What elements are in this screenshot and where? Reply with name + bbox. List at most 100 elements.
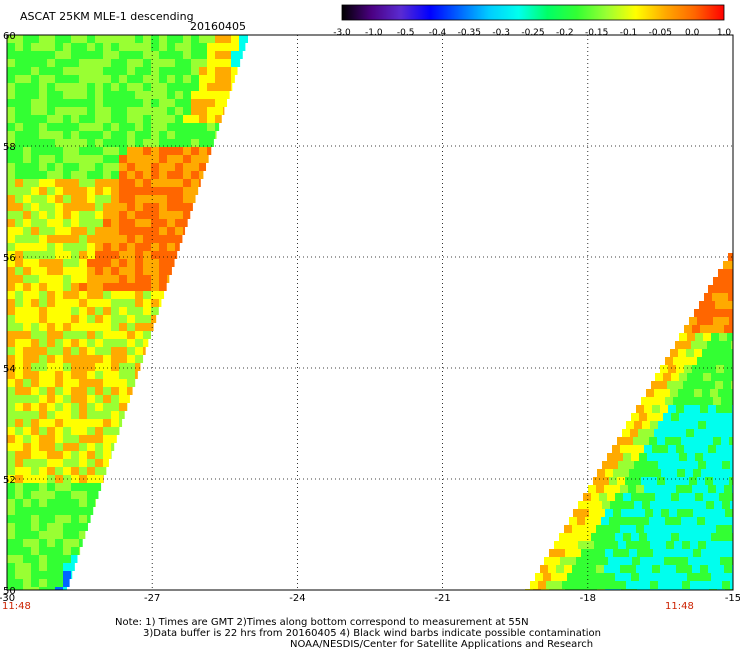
swath-cell: [711, 573, 719, 581]
swath-cell: [709, 549, 717, 557]
swath-cell: [111, 203, 119, 211]
swath-cell: [199, 99, 207, 107]
swath-cell: [687, 493, 695, 501]
swath-cell: [167, 275, 170, 283]
swath-cell: [159, 51, 167, 59]
swath-cell: [103, 91, 111, 99]
swath-cell: [111, 147, 119, 155]
swath-cell: [687, 373, 695, 381]
swath-cell: [159, 291, 165, 299]
swath-cell: [15, 379, 23, 387]
swath-cell: [183, 91, 191, 99]
swath-cell: [159, 203, 167, 211]
swath-cell: [15, 411, 23, 419]
swath-cell: [652, 565, 660, 573]
swath-cell: [714, 421, 722, 429]
swath-cell: [143, 331, 151, 339]
swath-cell: [231, 59, 239, 67]
swath-cell: [588, 565, 596, 573]
latitude-label: 52: [3, 475, 16, 486]
swath-cell: [103, 211, 111, 219]
swath-cell: [111, 67, 119, 75]
swath-cell: [87, 515, 91, 523]
swath-cell: [47, 563, 55, 571]
swath-cell: [39, 307, 47, 315]
swath-cell: [47, 107, 55, 115]
swath-cell: [39, 259, 47, 267]
swath-cell: [690, 581, 698, 589]
swath-cell: [721, 517, 729, 525]
swath-cell: [612, 445, 620, 453]
swath-cell: [159, 155, 167, 163]
swath-cell: [47, 91, 55, 99]
swath-cell: [223, 43, 231, 51]
swath-cell: [675, 381, 683, 389]
swath-cell: [207, 83, 215, 91]
swath-cell: [682, 421, 690, 429]
swath-cell: [111, 139, 119, 147]
swath-cell: [659, 381, 667, 389]
swath-cell: [39, 563, 47, 571]
swath-cell: [63, 507, 71, 515]
swath-cell: [127, 363, 135, 371]
swath-cell: [31, 371, 39, 379]
swath-cell: [713, 317, 721, 325]
swath-cell: [726, 269, 733, 277]
swath-cell: [63, 51, 71, 59]
swath-cell: [628, 525, 636, 533]
swath-cell: [652, 525, 660, 533]
swath-cell: [39, 235, 47, 243]
swath-cell: [609, 477, 617, 485]
swath-cell: [650, 501, 658, 509]
swath-cell: [79, 419, 87, 427]
swath-cell: [87, 315, 95, 323]
swath-cell: [679, 573, 687, 581]
swath-cell: [119, 107, 127, 115]
swath-cell: [159, 187, 167, 195]
swath-cell: [673, 437, 681, 445]
swath-cell: [87, 387, 95, 395]
swath-cell: [79, 403, 87, 411]
swath-cell: [714, 581, 722, 589]
swath-cell: [87, 371, 95, 379]
swath-cell: [103, 315, 111, 323]
swath-cell: [111, 227, 119, 235]
colorbar-tick-label: -3.0: [333, 28, 351, 38]
swath-cell: [605, 469, 613, 477]
swath-cell: [712, 557, 720, 565]
swath-cell: [175, 187, 183, 195]
swath-cell: [135, 187, 143, 195]
swath-cell: [7, 75, 15, 83]
swath-cell: [39, 115, 47, 123]
swath-cell: [79, 515, 87, 523]
swath-cell: [559, 533, 567, 541]
swath-cell: [199, 139, 207, 147]
swath-cell: [684, 445, 692, 453]
swath-cell: [199, 115, 207, 123]
pass-time-right: 11:48: [665, 601, 694, 612]
swath-cell: [633, 517, 641, 525]
swath-cell: [693, 549, 701, 557]
swath-cell: [135, 299, 143, 307]
swath-cell: [175, 67, 183, 75]
swath-cell: [135, 51, 143, 59]
swath-cell: [111, 283, 119, 291]
swath-cell: [55, 579, 63, 587]
swath-cell: [167, 179, 175, 187]
swath-cell: [47, 219, 55, 227]
swath-cell: [175, 235, 183, 243]
swath-cell: [616, 557, 624, 565]
swath-cell: [618, 461, 626, 469]
swath-cell: [167, 163, 175, 171]
swath-cell: [684, 485, 692, 493]
swath-cell: [87, 411, 95, 419]
swath-cell: [111, 99, 119, 107]
swath-cell: [135, 235, 143, 243]
swath-cell: [23, 459, 31, 467]
swath-cell: [719, 533, 727, 541]
swath-cell: [47, 299, 55, 307]
swath-cell: [671, 533, 679, 541]
swath-cell: [15, 43, 23, 51]
swath-cell: [661, 549, 669, 557]
swath-cell: [63, 155, 71, 163]
